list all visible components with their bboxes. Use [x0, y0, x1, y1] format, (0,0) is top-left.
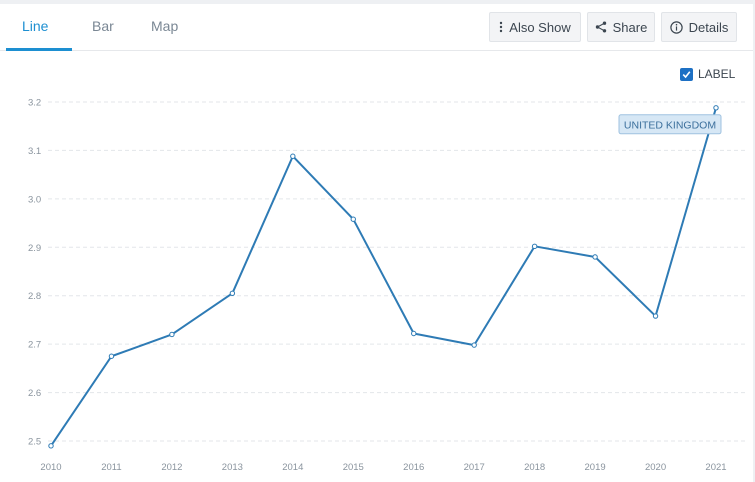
data-point — [471, 342, 477, 348]
data-point — [652, 313, 659, 319]
share-button[interactable]: Share — [587, 12, 655, 42]
series-line — [50, 107, 717, 447]
also-show-label: Also Show — [509, 19, 571, 35]
tab-bar[interactable]: Bar — [92, 18, 114, 34]
vertical-dots-icon — [499, 21, 503, 33]
x-tick-label: 2017 — [464, 462, 485, 473]
data-point — [229, 290, 236, 296]
x-tick-label: 2013 — [222, 462, 243, 473]
label-checkbox[interactable] — [680, 67, 693, 81]
tab-line[interactable]: Line — [22, 18, 49, 34]
share-label: Share — [612, 19, 648, 35]
details-label: Details — [688, 19, 729, 35]
also-show-button[interactable]: Also Show — [489, 12, 581, 42]
y-tick-label: 2.7 — [28, 340, 41, 351]
y-tick-label: 2.5 — [28, 437, 41, 448]
data-point — [411, 330, 417, 337]
data-point — [108, 353, 115, 359]
details-button[interactable]: Details — [661, 12, 737, 42]
data-point — [169, 331, 175, 338]
data-point — [350, 216, 356, 222]
x-tick-label: 2012 — [161, 462, 182, 473]
active-tab-indicator — [6, 48, 72, 51]
x-tick-label: 2018 — [524, 462, 545, 473]
y-tick-label: 3.1 — [28, 146, 41, 157]
label-toggle-text: LABEL — [698, 67, 736, 81]
x-tick-label: 2014 — [282, 462, 303, 473]
y-tick-label: 3.2 — [28, 98, 41, 109]
data-point — [48, 443, 54, 449]
series-label: UNITED KINGDOM — [624, 119, 716, 131]
x-tick-label: 2016 — [403, 462, 424, 473]
series-label-box — [618, 114, 722, 135]
x-tick-label: 2020 — [645, 462, 666, 473]
x-tick-label: 2011 — [101, 462, 121, 473]
x-tick-label: 2015 — [343, 462, 364, 473]
chart-panel: Line Bar Map Also Show Share — [0, 4, 753, 482]
y-tick-label: 2.6 — [28, 388, 41, 399]
data-point — [592, 254, 598, 260]
x-tick-label: 2010 — [40, 462, 61, 473]
data-point — [713, 105, 719, 111]
label-toggle[interactable]: LABEL — [680, 66, 735, 82]
x-tick-label: 2021 — [705, 462, 726, 473]
y-tick-label: 2.9 — [28, 243, 41, 254]
data-point — [531, 243, 538, 250]
share-icon — [595, 21, 607, 33]
checkmark-icon — [682, 70, 691, 78]
view-tab-bar: Line Bar Map Also Show Share — [0, 4, 753, 51]
y-tick-label: 2.8 — [28, 291, 41, 302]
tab-map[interactable]: Map — [151, 18, 179, 34]
y-tick-label: 3.0 — [28, 194, 41, 205]
info-icon — [669, 20, 683, 34]
data-point — [290, 153, 296, 159]
x-tick-label: 2019 — [585, 462, 606, 473]
